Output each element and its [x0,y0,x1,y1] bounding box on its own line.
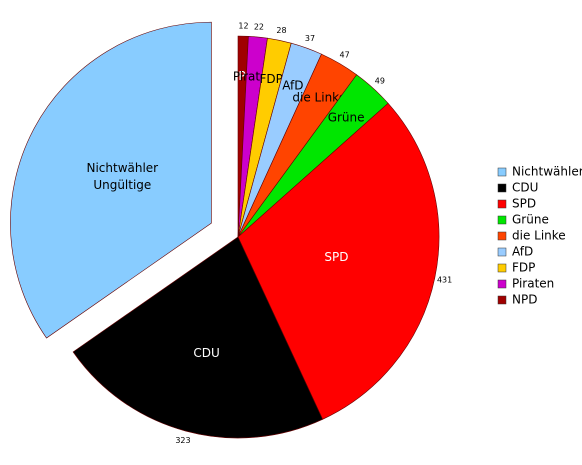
slice-label: SPD [324,250,348,264]
legend-label: NPD [512,293,537,307]
legend-label: AfD [512,245,533,259]
pie-slice [237,102,440,420]
slice-label: AfD [282,78,303,92]
value-label: 28 [276,26,286,35]
slice-label: FDP [259,72,282,86]
slice-label: Nichtwähler [86,161,158,175]
pie-slice [72,236,324,439]
legend-label: CDU [512,181,538,195]
value-label: 47 [340,50,350,59]
legend-label: Piraten [512,277,554,291]
slice-label: CDU [193,346,219,360]
legend-swatch [497,231,507,241]
legend-swatch [497,215,507,225]
slice-label: die Linke [292,91,346,105]
legend-label: Grüne [512,213,549,227]
pie-slice [10,21,212,339]
legend-swatch [497,263,507,273]
slice-label: Ungültige [93,178,151,192]
legend-label: die Linke [512,229,566,243]
legend-label: Nichtwähler [512,165,582,179]
legend-swatch [497,247,507,257]
value-label: 22 [254,23,264,32]
value-label: 431 [437,275,452,284]
legend-label: FDP [512,261,535,275]
legend-swatch [497,183,507,193]
value-label: 12 [238,22,248,31]
legend-swatch [497,167,507,177]
legend-label: SPD [512,197,536,211]
legend-swatch [497,199,507,209]
value-label: 37 [305,34,315,43]
value-label: 49 [375,76,385,85]
slice-label: Grüne [328,110,365,124]
legend-swatch [497,279,507,289]
value-label: 323 [175,436,190,445]
legend-swatch [497,295,507,305]
